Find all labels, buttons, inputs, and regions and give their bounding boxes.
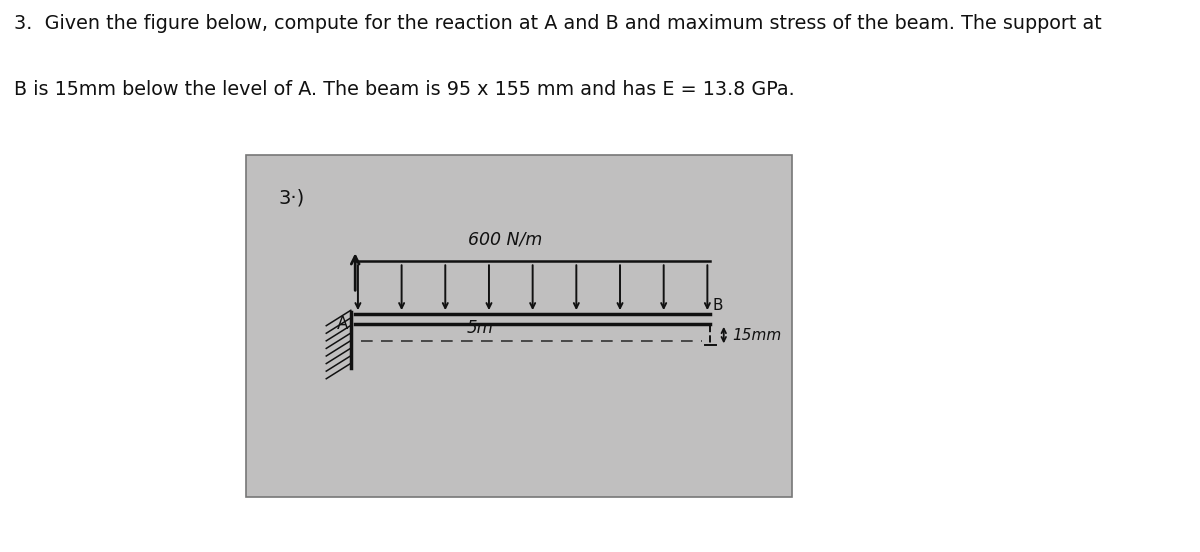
Text: A: A [337,315,348,333]
Text: 15mm: 15mm [732,327,781,343]
Text: 3·): 3·) [278,189,305,208]
Text: 3.  Given the figure below, compute for the reaction at A and B and maximum stre: 3. Given the figure below, compute for t… [14,14,1102,33]
Bar [246,155,792,497]
Text: 600 N/m: 600 N/m [468,231,542,248]
Text: 5m: 5m [467,319,494,337]
Text: B is 15mm below the level of A. The beam is 95 x 155 mm and has E = 13.8 GPa.: B is 15mm below the level of A. The beam… [14,80,796,99]
Text: B: B [713,298,724,313]
